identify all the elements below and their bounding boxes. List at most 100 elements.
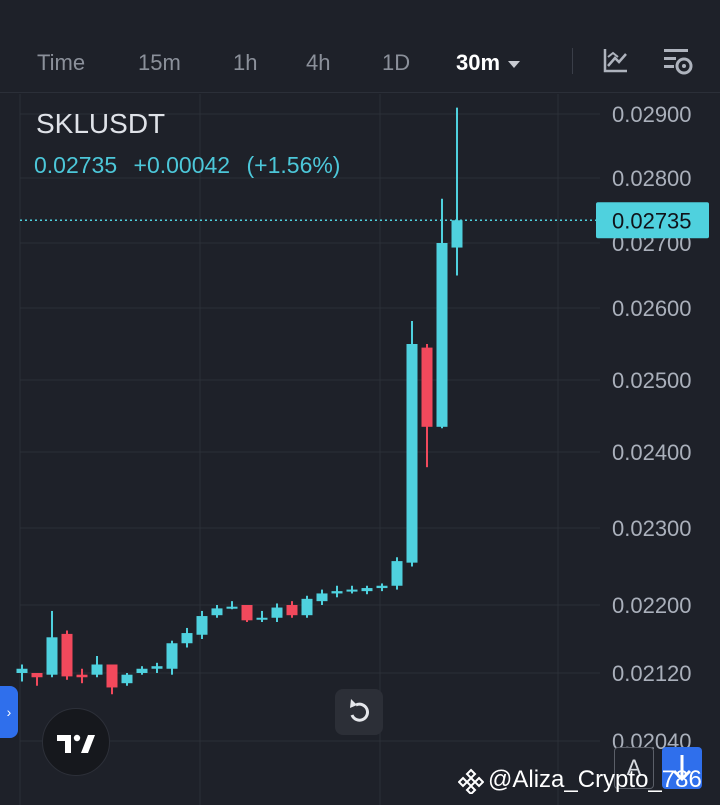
candle (406, 320, 418, 567)
candle (256, 610, 268, 622)
scroll-to-latest-button[interactable] (662, 747, 702, 789)
y-tick-label: 0.02200 (612, 593, 692, 618)
candle (346, 585, 358, 594)
y-tick-label: 0.02900 (612, 102, 692, 127)
candle (451, 107, 463, 276)
candle (46, 610, 58, 678)
tradingview-logo (42, 708, 110, 776)
tradingview-icon (57, 734, 95, 753)
candle-body (136, 668, 148, 673)
candle-body (376, 585, 388, 589)
caret-down-icon (508, 60, 521, 68)
price-quote: 0.02735 +0.00042 (+1.56%) (34, 152, 350, 179)
auto-scale-button[interactable]: A (614, 747, 654, 789)
y-tick-label: 0.02120 (612, 661, 692, 686)
candle-body (421, 347, 433, 427)
candle-body (241, 605, 253, 621)
watermark-text: @Aliza_Crypto_786 (488, 766, 702, 793)
watermark: @Aliza_Crypto_786 (458, 766, 702, 794)
candle (166, 640, 178, 675)
y-tick-label: 0.02600 (612, 296, 692, 321)
candle-body (121, 674, 133, 684)
candle (196, 610, 208, 639)
candle (16, 664, 28, 682)
candle-body (31, 673, 43, 678)
interval-toolbar: Time 15m 1h 4h 1D 30m (0, 30, 720, 94)
toolbar-separator (572, 48, 573, 74)
candle (316, 589, 328, 605)
candle-body (316, 593, 328, 602)
tab-1h[interactable]: 1h (233, 50, 258, 75)
candle-body (151, 666, 163, 669)
candle-body (196, 616, 208, 635)
candle-body (361, 588, 373, 592)
candle (301, 595, 313, 618)
y-tick-label: 0.02800 (612, 166, 692, 191)
candle (286, 601, 298, 618)
refresh-icon (350, 699, 369, 722)
candle-body (61, 633, 73, 677)
candle (376, 583, 388, 592)
price-change-pct: (+1.56%) (246, 152, 341, 178)
interval-dropdown[interactable]: 30m (456, 50, 521, 76)
tab-4h[interactable]: 4h (306, 50, 331, 75)
candle-body (226, 606, 238, 609)
candle (121, 673, 133, 686)
tab-time[interactable]: Time (37, 50, 86, 75)
expand-panel-tab[interactable]: › (0, 686, 18, 738)
interval-dropdown-label: 30m (456, 50, 501, 75)
y-tick-label: 0.02500 (612, 368, 692, 393)
binance-icon (458, 768, 484, 794)
candle (436, 198, 448, 429)
candle (106, 664, 118, 695)
candle-body (346, 589, 358, 592)
candle (91, 656, 103, 678)
reset-chart-button[interactable] (335, 689, 383, 735)
candle-body (301, 598, 313, 616)
candle-body (451, 220, 463, 248)
candle-body (106, 664, 118, 688)
candle-body (406, 344, 418, 563)
candle (271, 603, 283, 622)
candle (151, 662, 163, 673)
arrow-down-icon (672, 755, 692, 782)
tab-15m[interactable]: 15m (138, 50, 181, 75)
candle (61, 630, 73, 680)
last-price-tag (596, 202, 709, 239)
candle-body (211, 608, 223, 616)
candle (76, 668, 88, 684)
candle-body (271, 607, 283, 618)
candle-body (46, 637, 58, 675)
candle-body (256, 617, 268, 620)
candle (226, 601, 238, 610)
candle (361, 585, 373, 595)
indicators-icon[interactable] (598, 44, 632, 78)
last-price-label: 0.02735 (612, 208, 692, 233)
candle-body (331, 591, 343, 594)
candle-body (166, 643, 178, 669)
toolbar-divider (0, 92, 720, 93)
candle-body (436, 243, 448, 427)
candle-body (76, 674, 88, 678)
candle (331, 585, 343, 598)
price-change: +0.00042 (133, 152, 231, 178)
y-tick-label: 0.02300 (612, 516, 692, 541)
candle (136, 666, 148, 675)
candle-body (16, 668, 28, 673)
candle (31, 673, 43, 686)
symbol-title: SKLUSDT (36, 108, 166, 139)
candle-body (391, 561, 403, 586)
candle-body (286, 605, 298, 616)
y-tick-label: 0.02400 (612, 440, 692, 465)
candle (421, 344, 433, 468)
candle-body (181, 633, 193, 644)
candle (181, 627, 193, 648)
candle (211, 605, 223, 618)
chart-settings-icon[interactable] (660, 44, 694, 78)
candle (391, 557, 403, 590)
tab-1d[interactable]: 1D (382, 50, 411, 75)
last-price: 0.02735 (34, 152, 118, 178)
candle-body (91, 664, 103, 675)
candle (241, 605, 253, 622)
